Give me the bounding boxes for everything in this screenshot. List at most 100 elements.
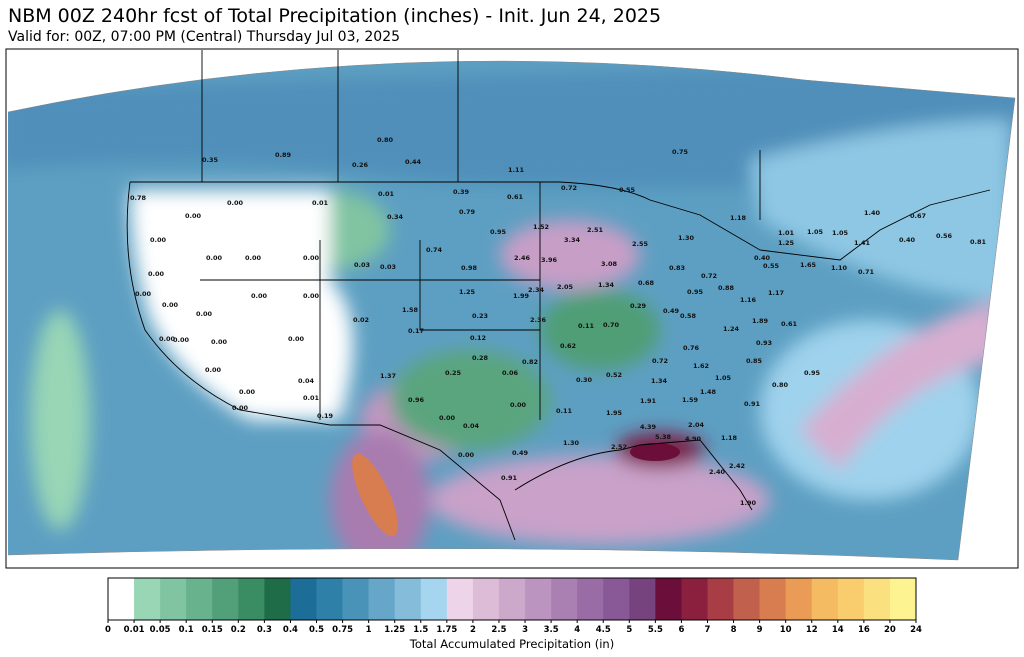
station-value: 0.91 — [501, 474, 518, 482]
station-value: 1.37 — [380, 372, 396, 380]
station-value: 0.00 — [135, 290, 152, 298]
colorbar-tick-label: 0.2 — [231, 625, 246, 635]
colorbar-label: Total Accumulated Precipitation (in) — [409, 637, 614, 651]
colorbar-bin — [342, 578, 369, 620]
colorbar-tick-label: 2 — [470, 625, 476, 635]
station-value: 0.25 — [445, 369, 462, 377]
station-value: 1.24 — [723, 325, 740, 333]
station-value: 0.00 — [510, 401, 527, 409]
colorbar-tick-label: 2.5 — [491, 625, 506, 635]
station-value: 1.90 — [740, 499, 757, 507]
station-value: 2.36 — [530, 316, 547, 324]
colorbar-tick-label: 1.25 — [384, 625, 405, 635]
colorbar-tick-label: 1.5 — [413, 625, 428, 635]
colorbar-tick-label: 1.75 — [436, 625, 457, 635]
station-value: 1.41 — [854, 239, 871, 247]
station-value: 1.99 — [513, 292, 530, 300]
station-value: 0.26 — [352, 161, 369, 169]
colorbar-tick-label: 0 — [105, 625, 111, 635]
station-value: 0.72 — [652, 357, 668, 365]
colorbar-tick-label: 4 — [574, 625, 580, 635]
station-value: 0.70 — [603, 321, 620, 329]
station-value: 0.02 — [353, 316, 369, 324]
colorbar-tick-label: 24 — [910, 625, 922, 635]
station-value: 1.11 — [508, 166, 525, 174]
title: NBM 00Z 240hr fcst of Total Precipitatio… — [8, 5, 661, 27]
station-value: 0.23 — [472, 312, 488, 320]
station-value: 0.00 — [245, 254, 262, 262]
station-value: 3.96 — [541, 256, 558, 264]
station-value: 0.00 — [196, 310, 213, 318]
colorbar-bin — [785, 578, 813, 620]
station-value: 0.00 — [303, 254, 320, 262]
colorbar-tick-label: 9 — [757, 625, 763, 635]
station-value: 0.95 — [804, 369, 821, 377]
station-value: 0.00 — [227, 199, 244, 207]
station-value: 3.34 — [564, 236, 581, 244]
colorbar-bin — [707, 578, 734, 620]
station-value: 0.11 — [556, 407, 573, 415]
station-value: 0.30 — [576, 376, 593, 384]
station-value: 0.03 — [354, 261, 370, 269]
station-value: 0.00 — [159, 335, 176, 343]
station-value: 0.00 — [251, 292, 268, 300]
station-value: 0.34 — [387, 213, 404, 221]
station-value: 0.96 — [408, 396, 425, 404]
station-value: 1.48 — [700, 388, 717, 396]
station-value: 2.34 — [528, 286, 545, 294]
colorbar-bin — [212, 578, 239, 620]
station-value: 0.00 — [239, 388, 256, 396]
colorbar-bin — [264, 578, 291, 620]
station-value: 0.49 — [512, 449, 529, 457]
station-value: 0.61 — [781, 320, 798, 328]
colorbar-bin — [889, 578, 917, 620]
domain-edge — [7, 60, 1016, 561]
station-value: 0.76 — [683, 344, 700, 352]
colorbar-bin — [837, 578, 865, 620]
colorbar-tick-label: 6 — [678, 625, 684, 635]
station-value: 0.00 — [150, 236, 167, 244]
station-value: 1.25 — [778, 239, 795, 247]
colorbar-tick-label: 12 — [806, 625, 818, 635]
station-value: 0.04 — [463, 422, 480, 430]
subtitle: Valid for: 00Z, 07:00 PM (Central) Thurs… — [8, 29, 400, 45]
colorbar-bin — [681, 578, 708, 620]
colorbar-tick-label: 10 — [780, 625, 792, 635]
station-value: 0.39 — [453, 188, 470, 196]
colorbar-tick-label: 0.1 — [179, 625, 194, 635]
station-value: 0.82 — [522, 358, 538, 366]
station-value: 0.49 — [663, 307, 680, 315]
station-value: 1.40 — [864, 209, 881, 217]
station-value: 0.00 — [148, 270, 165, 278]
colorbar-tick-label: 3 — [522, 625, 528, 635]
colorbar-bin — [811, 578, 839, 620]
colorbar-bin — [603, 578, 630, 620]
station-value: 0.95 — [490, 228, 507, 236]
station-value: 0.61 — [507, 193, 524, 201]
colorbar-tick-label: 0.75 — [332, 625, 353, 635]
colorbar-bin — [186, 578, 213, 620]
station-value: 0.78 — [130, 194, 147, 202]
station-value: 0.00 — [211, 338, 228, 346]
colorbar-bin — [525, 578, 552, 620]
station-value: 0.81 — [970, 238, 987, 246]
colorbar-outline — [107, 577, 917, 621]
station-value: 0.74 — [426, 246, 443, 254]
station-value: 1.62 — [693, 362, 709, 370]
station-value: 1.01 — [778, 229, 795, 237]
station-value: 0.11 — [578, 322, 595, 330]
colorbar-bin — [498, 578, 526, 620]
station-value: 0.00 — [206, 254, 223, 262]
station-value: 0.03 — [380, 263, 396, 271]
station-value: 0.01 — [378, 190, 395, 198]
colorbar-tick-label: 0.15 — [202, 625, 223, 635]
station-value: 0.04 — [298, 377, 315, 385]
colorbar-bin — [863, 578, 891, 620]
station-value: 0.83 — [669, 264, 685, 272]
station-value: 0.88 — [718, 284, 735, 292]
colorbar: 0 0.01 0.05 0.1 0.15 0.2 0.3 0.4 0.5 0.75 1 1.25 1.5… — [105, 577, 922, 635]
station-value: 1.34 — [598, 281, 615, 289]
colorbar-tick-label: 20 — [884, 625, 896, 635]
colorbar-tick-label: 4.5 — [596, 625, 611, 635]
